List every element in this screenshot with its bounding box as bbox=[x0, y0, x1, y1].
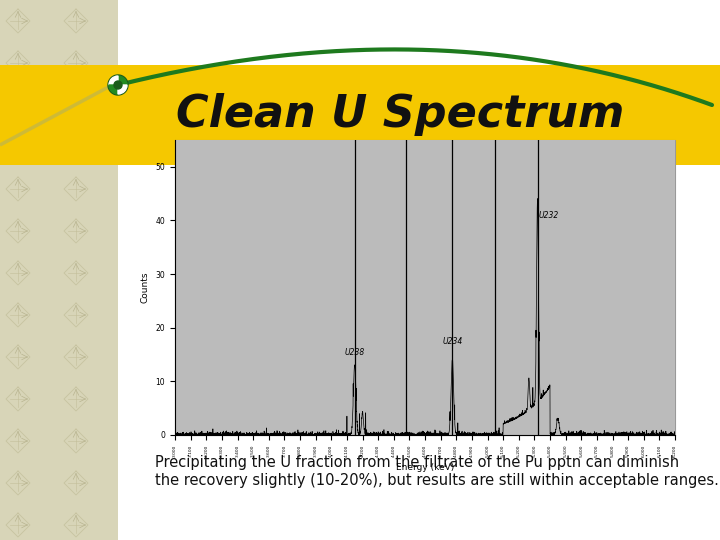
X-axis label: Energy (keV): Energy (keV) bbox=[396, 463, 454, 472]
FancyBboxPatch shape bbox=[0, 0, 118, 540]
FancyBboxPatch shape bbox=[175, 140, 675, 435]
Text: U234: U234 bbox=[442, 338, 462, 347]
Text: U238: U238 bbox=[345, 348, 365, 357]
Wedge shape bbox=[109, 76, 118, 85]
Wedge shape bbox=[118, 76, 127, 85]
Text: Precipitating the U fraction from the filtrate of the Pu pptn can diminish: Precipitating the U fraction from the fi… bbox=[155, 456, 679, 470]
Text: U232: U232 bbox=[539, 212, 559, 220]
FancyBboxPatch shape bbox=[0, 65, 720, 165]
Circle shape bbox=[108, 75, 128, 95]
Text: the recovery slightly (10-20%), but results are still within acceptable ranges.: the recovery slightly (10-20%), but resu… bbox=[155, 474, 719, 489]
Y-axis label: Counts: Counts bbox=[141, 272, 150, 303]
Text: Clean U Spectrum: Clean U Spectrum bbox=[176, 93, 624, 137]
Wedge shape bbox=[118, 85, 127, 94]
Circle shape bbox=[114, 81, 122, 89]
Wedge shape bbox=[109, 85, 118, 94]
